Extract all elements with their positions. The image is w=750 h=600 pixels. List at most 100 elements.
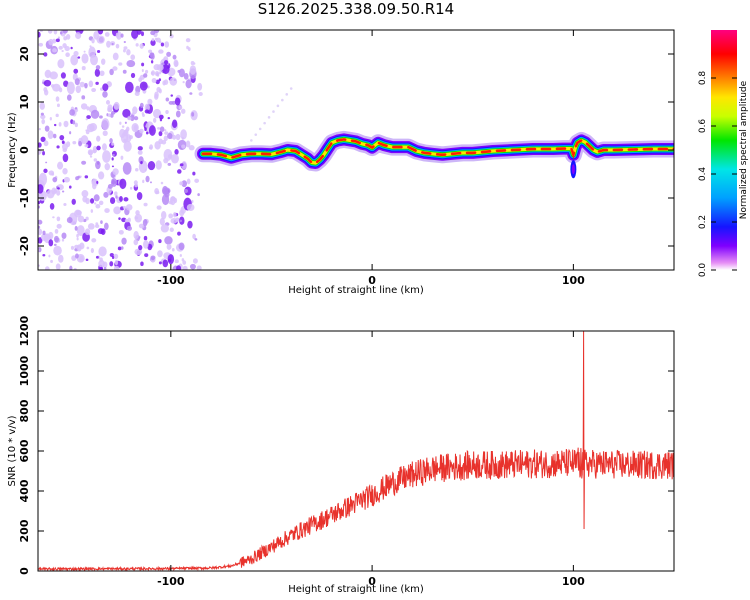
noise-blob bbox=[99, 266, 103, 270]
noise-blob bbox=[52, 48, 57, 53]
noise-blob bbox=[126, 225, 132, 231]
noise-blob bbox=[181, 144, 186, 149]
noise-blob bbox=[74, 244, 79, 249]
noise-blob bbox=[91, 238, 97, 243]
noise-blob bbox=[122, 69, 127, 74]
noise-blob bbox=[102, 150, 111, 163]
spectrogram-y-ticks: -20 -10 0 10 20 bbox=[18, 46, 674, 256]
noise-blob bbox=[53, 30, 58, 35]
noise-blob bbox=[175, 133, 181, 141]
noise-blob bbox=[144, 109, 150, 114]
noise-blob bbox=[169, 34, 174, 39]
noise-blob bbox=[134, 183, 139, 188]
noise-blob bbox=[87, 223, 95, 230]
noise-blob bbox=[111, 165, 115, 168]
snr-y-tick-label: 1200 bbox=[18, 315, 31, 346]
noise-blob bbox=[43, 168, 48, 174]
snr-x-ticks: -100 0 100 bbox=[157, 331, 585, 588]
noise-blob bbox=[87, 149, 94, 156]
noise-blob bbox=[164, 129, 167, 132]
noise-blob bbox=[156, 205, 162, 210]
noise-blob bbox=[134, 91, 140, 97]
noise-blob bbox=[154, 91, 159, 99]
noise-blob bbox=[172, 134, 177, 140]
noise-blob bbox=[131, 30, 139, 39]
noise-blob bbox=[182, 81, 185, 84]
noise-blob bbox=[99, 115, 103, 119]
noise-blob bbox=[99, 70, 105, 77]
noise-blob bbox=[167, 254, 175, 265]
noise-blob bbox=[155, 160, 162, 170]
noise-blob bbox=[40, 112, 44, 116]
noise-blob bbox=[109, 138, 113, 144]
noise-blob bbox=[85, 118, 88, 121]
noise-blob bbox=[138, 244, 143, 251]
noise-blob bbox=[62, 153, 69, 163]
noise-blob bbox=[93, 194, 100, 202]
noise-blob bbox=[109, 261, 114, 267]
noise-blob bbox=[50, 84, 55, 88]
noise-blob bbox=[118, 229, 124, 235]
noise-blob bbox=[89, 45, 92, 48]
noise-blob bbox=[66, 94, 72, 101]
noise-blob bbox=[74, 226, 78, 231]
noise-blob bbox=[111, 142, 115, 146]
colorbar-label: Normalized spectral amplitude bbox=[739, 80, 749, 219]
noise-blob bbox=[103, 267, 107, 270]
noise-blob bbox=[163, 148, 173, 161]
noise-blob bbox=[182, 265, 188, 270]
noise-blob bbox=[160, 42, 165, 47]
noise-blob bbox=[79, 242, 85, 250]
noise-blob bbox=[181, 136, 185, 140]
noise-blob bbox=[122, 162, 132, 175]
noise-blob bbox=[48, 38, 54, 46]
noise-blob bbox=[143, 240, 149, 249]
noise-blob bbox=[42, 230, 46, 236]
noise-blob bbox=[158, 261, 162, 265]
noise-blob bbox=[55, 113, 59, 118]
noise-blob bbox=[179, 181, 184, 186]
figure-title: S126.2025.338.09.50.R14 bbox=[258, 0, 454, 18]
snr-y-ticks: 0 200 400 600 800 1000 1200 bbox=[18, 315, 674, 575]
noise-blob bbox=[57, 187, 60, 190]
noise-blob bbox=[158, 131, 163, 137]
noise-blob bbox=[125, 81, 134, 93]
noise-blob bbox=[84, 175, 89, 179]
noise-blob bbox=[147, 98, 153, 105]
noise-blob bbox=[159, 126, 165, 133]
noise-blob bbox=[86, 115, 91, 120]
noise-blob bbox=[135, 168, 139, 172]
noise-blob bbox=[178, 242, 185, 251]
noise-blob bbox=[120, 246, 124, 250]
noise-blob bbox=[95, 255, 99, 259]
noise-blob bbox=[250, 139, 253, 142]
noise-blob bbox=[69, 109, 76, 116]
noise-blob bbox=[158, 49, 164, 54]
noise-blob bbox=[137, 150, 143, 155]
spectrogram-x-tick-label: 0 bbox=[368, 274, 376, 287]
noise-blob bbox=[105, 100, 111, 105]
noise-blob bbox=[84, 82, 88, 89]
noise-blob bbox=[121, 125, 125, 128]
noise-blob bbox=[84, 144, 89, 148]
noise-blob bbox=[59, 31, 63, 35]
noise-blob bbox=[194, 238, 198, 241]
noise-blob bbox=[100, 228, 106, 236]
noise-blob bbox=[143, 73, 148, 78]
noise-blob bbox=[52, 176, 58, 183]
snr-x-tick-label: -100 bbox=[157, 575, 185, 588]
noise-blob bbox=[62, 30, 68, 34]
noise-blob bbox=[92, 145, 98, 154]
noise-blob bbox=[38, 31, 41, 38]
noise-blob bbox=[95, 224, 100, 229]
noise-blob bbox=[85, 129, 88, 132]
noise-blob bbox=[148, 125, 156, 136]
noise-blob bbox=[86, 106, 90, 111]
noise-blob bbox=[139, 81, 148, 91]
noise-blob bbox=[106, 40, 111, 48]
noise-blob bbox=[58, 254, 64, 263]
noise-blob bbox=[43, 140, 49, 147]
noise-blob bbox=[166, 243, 172, 250]
noise-blob bbox=[81, 53, 89, 64]
